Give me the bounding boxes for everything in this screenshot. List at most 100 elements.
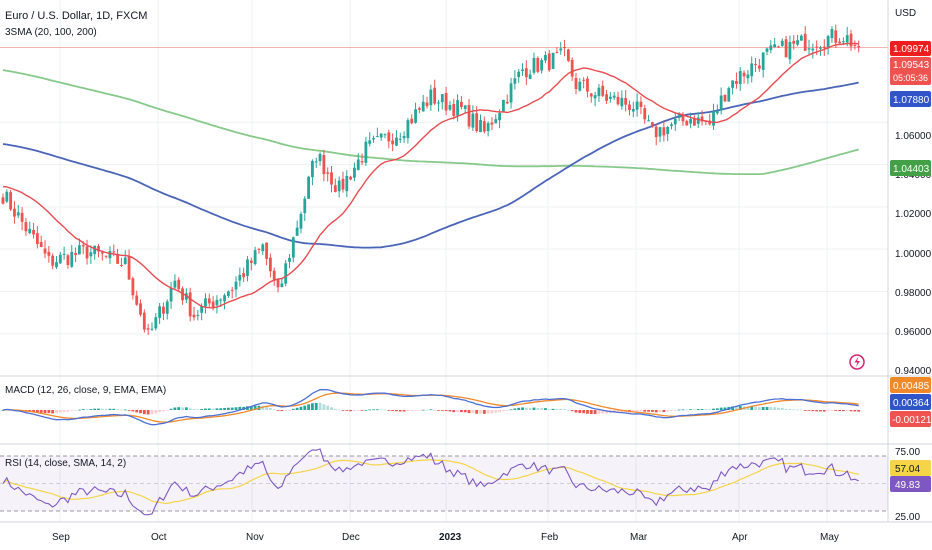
high-price-badge <box>890 41 931 56</box>
macd-bar <box>188 408 192 410</box>
macd-bar <box>429 409 433 411</box>
macd-bar <box>333 408 337 410</box>
candle <box>230 286 234 299</box>
lightning-icon[interactable] <box>849 354 865 370</box>
macd-bar <box>108 408 112 410</box>
macd-bar <box>456 410 459 412</box>
candle <box>761 52 765 78</box>
candle <box>20 207 24 231</box>
candle <box>349 175 353 181</box>
candle <box>108 246 112 264</box>
macd-bar <box>834 410 838 411</box>
candle <box>448 100 452 112</box>
candle <box>135 290 139 306</box>
macd-bar <box>708 409 712 410</box>
macd-bar <box>589 410 593 415</box>
candle <box>66 253 70 269</box>
time-tick: May <box>820 532 839 543</box>
macd-bar <box>162 410 165 412</box>
sma200-line <box>2 69 859 175</box>
candle <box>284 259 288 287</box>
candle <box>204 293 207 314</box>
price-pane[interactable] <box>0 24 888 336</box>
candle <box>116 248 119 264</box>
chart-title[interactable]: Euro / U.S. Dollar, 1D, FXCM <box>5 10 147 22</box>
macd-bar <box>566 409 570 411</box>
macd-bar <box>414 410 417 411</box>
candle <box>341 171 345 193</box>
macd-bar <box>444 410 448 412</box>
macd-bar <box>360 410 364 411</box>
rsi-pane[interactable] <box>0 448 888 516</box>
candle <box>513 70 517 90</box>
macd-bar <box>234 407 238 410</box>
candle <box>757 58 761 72</box>
macd-bar <box>586 410 589 414</box>
price-tick: 0.98000 <box>895 288 932 299</box>
macd-bar <box>215 408 219 410</box>
macd-bar <box>425 409 429 411</box>
candle <box>547 49 551 72</box>
time-tick: Oct <box>151 532 167 543</box>
macd-bar <box>582 410 586 414</box>
macd-bar <box>165 410 169 411</box>
macd-bar <box>826 410 830 412</box>
candle <box>322 149 326 182</box>
macd-bar <box>777 407 780 410</box>
candle <box>723 94 727 103</box>
indicator-legend-sma[interactable]: 3SMA (20, 100, 200) <box>5 27 97 38</box>
macd-pane[interactable] <box>1 388 861 426</box>
candle <box>318 152 322 166</box>
candle <box>55 256 58 270</box>
macd-bar <box>559 408 563 410</box>
candle <box>784 35 788 58</box>
candle <box>139 299 142 317</box>
candle <box>750 56 754 83</box>
candle <box>162 302 165 321</box>
candle <box>467 98 471 130</box>
macd-bar <box>368 409 372 411</box>
macd-bar <box>93 408 97 410</box>
candle <box>253 246 257 266</box>
macd-bar <box>265 406 268 410</box>
candle <box>773 37 777 48</box>
macd-bar <box>773 407 777 410</box>
candle <box>307 175 310 199</box>
sma100-line <box>2 81 859 249</box>
macd-bar <box>131 410 135 412</box>
candle <box>70 244 74 268</box>
macd-bar <box>330 407 333 410</box>
macd-bar <box>70 410 74 411</box>
macd-bar <box>601 410 605 414</box>
macd-bar <box>712 408 715 410</box>
rsi-legend[interactable]: RSI (14, close, SMA, 14, 2) <box>5 458 126 469</box>
macd-bar <box>97 408 100 410</box>
macd-bar <box>693 409 696 411</box>
macd-bar <box>536 408 540 410</box>
macd-bar <box>104 408 108 410</box>
rsi-ma-badge <box>890 460 931 476</box>
candle <box>524 60 528 86</box>
macd-bar <box>284 410 288 411</box>
candle <box>150 322 154 332</box>
candle <box>536 56 540 74</box>
candle <box>265 242 268 266</box>
candle <box>616 91 620 106</box>
candle <box>643 104 647 124</box>
candle <box>154 312 158 331</box>
candles <box>1 24 861 336</box>
candle <box>421 94 425 112</box>
time-axis[interactable]: Sep Oct Nov Dec 2023 Feb Mar Apr May <box>52 532 839 543</box>
macd-bar <box>521 407 524 410</box>
macd-bar <box>74 410 77 411</box>
macd-bar <box>66 410 70 412</box>
macd-bar <box>211 408 215 410</box>
candle <box>521 63 524 76</box>
candle <box>551 52 555 70</box>
candle <box>391 133 395 152</box>
candle <box>330 166 333 193</box>
macd-legend[interactable]: MACD (12, 26, close, 9, EMA, EMA) <box>5 385 166 396</box>
candle <box>639 96 643 115</box>
candle <box>169 281 173 309</box>
